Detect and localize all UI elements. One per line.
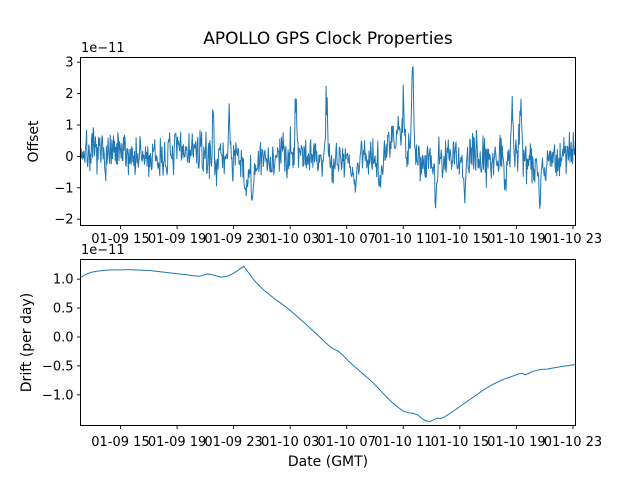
y-tick-label: 1	[65, 119, 73, 134]
x-tick-label: 01-10 07	[317, 435, 375, 450]
x-tick-label: 01-10 07	[317, 232, 375, 247]
y-tick-label: 0	[65, 150, 73, 165]
y-tick-label: 0.0	[53, 331, 74, 346]
drift-series-line	[80, 265, 576, 422]
offset-series-line	[80, 66, 576, 209]
offset-scale-label: 1e−11	[81, 41, 125, 56]
offset-axes-frame	[80, 57, 576, 226]
x-tick-label: 01-10 23	[544, 232, 602, 247]
x-tick-label: 01-10 15	[431, 232, 489, 247]
x-tick-label: 01-09 19	[148, 435, 206, 450]
y-tick-label: 2	[65, 87, 73, 102]
x-tick-label: 01-10 11	[374, 232, 432, 247]
x-tick-label: 01-10 19	[487, 435, 545, 450]
x-tick-label: 01-09 23	[204, 435, 262, 450]
x-tick-label: 01-10 15	[431, 435, 489, 450]
y-tick-label: −1	[54, 181, 73, 196]
y-tick-label: 1.0	[53, 273, 74, 288]
x-tick-label: 01-09 23	[204, 232, 262, 247]
drift-ylabel: Drift (per day)	[19, 293, 35, 392]
x-tick-label: 01-09 19	[148, 232, 206, 247]
y-tick-label: −2	[54, 213, 73, 228]
x-tick-label: 01-10 11	[374, 435, 432, 450]
x-tick-label: 01-09 15	[91, 435, 149, 450]
x-tick-label: 01-10 03	[261, 232, 319, 247]
date-xlabel: Date (GMT)	[288, 454, 368, 470]
drift-axes-frame	[80, 259, 576, 426]
y-tick-label: −0.5	[42, 359, 74, 374]
x-tick-label: 01-10 03	[261, 435, 319, 450]
offset-ylabel: Offset	[26, 120, 42, 163]
y-tick-label: 3	[65, 56, 73, 71]
drift-subplot: 1e−11 Drift (per day) Date (GMT) 01-09 1…	[19, 243, 602, 470]
y-tick-label: 0.5	[53, 302, 74, 317]
x-tick-label: 01-10 19	[487, 232, 545, 247]
y-tick-label: −1.0	[42, 388, 74, 403]
x-tick-label: 01-09 15	[91, 232, 149, 247]
drift-scale-label: 1e−11	[81, 243, 125, 258]
chart-title: APOLLO GPS Clock Properties	[203, 29, 453, 49]
x-tick-label: 01-10 23	[544, 435, 602, 450]
